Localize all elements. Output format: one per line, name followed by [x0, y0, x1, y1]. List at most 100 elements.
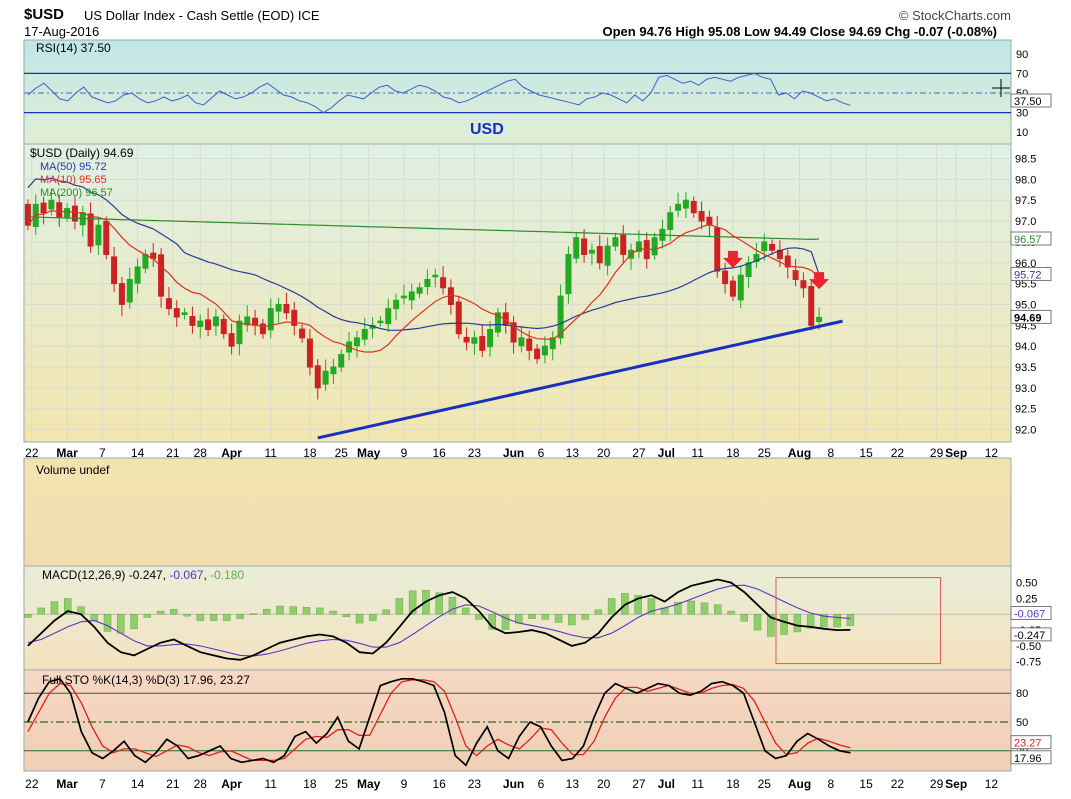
bottom-date-tick-label: 20 [597, 777, 611, 791]
candle-body [424, 278, 431, 288]
candle-body [612, 237, 619, 247]
candle-body [463, 336, 470, 343]
histogram-bar [833, 614, 841, 628]
bottom-date-tick-label: 11 [691, 777, 704, 791]
macd-legend-hist: -0.180 [210, 568, 244, 582]
candle-body [306, 338, 313, 368]
histogram-bar [24, 614, 32, 618]
histogram-bar [209, 614, 218, 621]
candle-body [682, 199, 689, 209]
histogram-bar [63, 598, 72, 615]
candle-body [103, 220, 110, 255]
candle-body [71, 205, 78, 222]
down-arrow-icon [809, 272, 830, 290]
price-grid [24, 146, 1011, 440]
date-tick-label: 12 [985, 446, 999, 460]
histogram-bar [634, 595, 642, 615]
sto-d-line [27, 679, 851, 762]
histogram-bar [289, 606, 297, 615]
histogram-bar [236, 614, 244, 619]
candle-body [541, 345, 548, 356]
macd-last-box [1010, 627, 1052, 642]
crosshair-icon [992, 79, 1010, 97]
candle-body [338, 354, 345, 368]
rsi-tick-label: 70 [1016, 68, 1028, 80]
date-tick-label: Jul [658, 446, 675, 460]
date-tick-label: 22 [891, 446, 905, 460]
rsi-tick-label: 10 [1016, 127, 1028, 139]
bottom-date-tick-label: 12 [985, 777, 999, 791]
histogram-bar [183, 614, 191, 617]
rsi-last-box [1010, 93, 1052, 108]
histogram-bar [448, 596, 457, 615]
bottom-date-tick-label: 8 [827, 777, 834, 791]
histogram-bar [528, 614, 536, 619]
histogram-bar [196, 614, 205, 621]
candle-body [581, 238, 588, 255]
candle-body [322, 370, 329, 385]
candle-body [729, 280, 736, 297]
histogram-bar [302, 607, 311, 615]
candle-body [165, 298, 172, 310]
date-tick-label: 8 [827, 446, 834, 460]
price-last-label: 94.69 [1014, 312, 1042, 324]
candle-body [189, 316, 196, 326]
candle-body [588, 249, 595, 254]
candle-body [518, 337, 525, 347]
date-tick-label: 18 [726, 446, 740, 460]
candle-body [565, 253, 572, 295]
bottom-date-tick-label: 18 [726, 777, 740, 791]
candle-body [40, 202, 47, 214]
candle-body [330, 366, 337, 375]
macd-last-box [1010, 605, 1052, 620]
candle-body [745, 262, 752, 278]
candle-body [244, 316, 251, 326]
bottom-date-tick-label: Mar [56, 777, 78, 791]
price-legend-main: $USD (Daily) 94.69 [30, 146, 134, 160]
candle-body [236, 320, 243, 345]
candle-body [698, 210, 705, 222]
candle-body [604, 245, 611, 266]
macd-last-labels: -0.067 -0.247 [1010, 605, 1052, 642]
histogram-bar [541, 614, 550, 620]
sto-tick-label: 50 [1016, 717, 1028, 729]
date-tick-label: 13 [566, 446, 580, 460]
histogram-bar [568, 614, 576, 626]
price-last-box [1010, 266, 1052, 281]
bottom-date-tick-label: 23 [468, 777, 482, 791]
candle-body [534, 348, 541, 360]
rsi-tick-label: 30 [1016, 108, 1028, 120]
candle-body [816, 316, 823, 323]
bottom-date-tick-label: 25 [335, 777, 349, 791]
histogram-bar [50, 601, 59, 615]
down-arrow-icon [722, 250, 743, 268]
histogram-bar [820, 614, 828, 628]
candle-body [753, 253, 760, 263]
volume-panel [23, 457, 1012, 567]
trend-line [317, 319, 843, 440]
candle-body [714, 227, 721, 272]
macd-tick-label: -0.50 [1016, 641, 1041, 653]
histogram-bar [846, 614, 855, 626]
histogram-bar [674, 601, 682, 615]
candle-body [228, 333, 235, 347]
date-tick-label: 16 [432, 446, 446, 460]
date-tick-label: Apr [221, 446, 242, 460]
bottom-date-tick-label: 7 [99, 777, 106, 791]
candle-body [761, 241, 768, 252]
ma50-line [27, 177, 820, 331]
sto-last-labels: 23.27 17.96 [1010, 735, 1052, 765]
candle-body [416, 287, 423, 294]
histogram-bar [501, 614, 510, 630]
price-tick-label: 93.0 [1015, 383, 1036, 395]
rsi-legend: RSI(14) 37.50 [36, 41, 111, 55]
histogram-bar [316, 607, 324, 615]
date-tick-label: 21 [166, 446, 180, 460]
bottom-date-tick-label: 16 [432, 777, 446, 791]
rsi-grid [24, 72, 1011, 114]
date-tick-label: 7 [99, 446, 106, 460]
macd-highlight-box [775, 577, 941, 665]
ma10-line [27, 209, 820, 353]
price-tick-label: 92.0 [1015, 425, 1036, 437]
